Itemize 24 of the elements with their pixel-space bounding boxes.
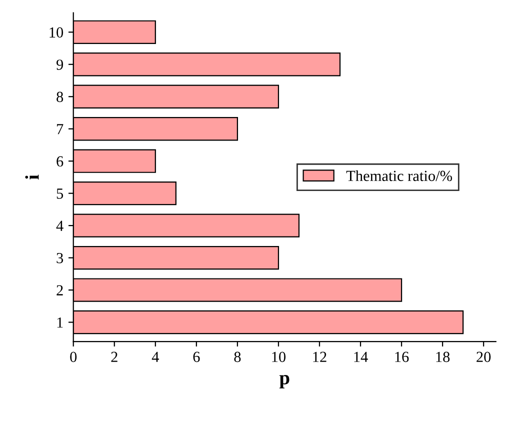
x-tick-label: 18 (436, 352, 450, 362)
y-tick-label: 10 (50, 27, 64, 38)
x-tick-label: 6 (193, 352, 200, 362)
y-tick-label: 7 (57, 124, 64, 134)
y-tick-label: 3 (56, 252, 64, 264)
y-tick-label: 8 (56, 92, 64, 102)
y-tick-label: 1 (57, 317, 63, 328)
y-axis-title: i (25, 174, 39, 180)
x-tick-label: 0 (70, 352, 77, 362)
legend-label: Thematic ratio/% (346, 170, 452, 182)
x-tick-label: 16 (395, 352, 409, 362)
x-axis-title: p (279, 375, 290, 388)
x-tick-label: 20 (476, 352, 491, 362)
y-tick-label: 5 (56, 188, 64, 199)
y-tick-label: 9 (56, 60, 64, 70)
y-tick-label: 2 (56, 285, 63, 296)
y-tick-label: 6 (56, 156, 64, 167)
x-tick-label: 12 (313, 352, 326, 362)
y-tick-label: 4 (56, 220, 64, 231)
x-tick-label: 10 (272, 352, 286, 362)
x-tick-label: 8 (234, 352, 241, 362)
x-tick-label: 4 (152, 352, 159, 362)
x-tick-label: 14 (354, 352, 368, 362)
x-tick-label: 2 (111, 352, 118, 362)
